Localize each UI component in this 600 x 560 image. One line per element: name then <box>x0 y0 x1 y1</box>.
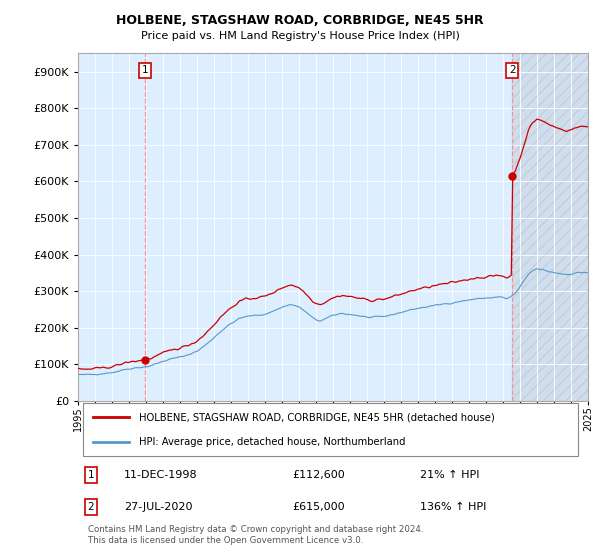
Text: 27-JUL-2020: 27-JUL-2020 <box>124 502 193 512</box>
Text: 11-DEC-1998: 11-DEC-1998 <box>124 470 197 479</box>
Text: £112,600: £112,600 <box>292 470 345 479</box>
Text: HOLBENE, STAGSHAW ROAD, CORBRIDGE, NE45 5HR (detached house): HOLBENE, STAGSHAW ROAD, CORBRIDGE, NE45 … <box>139 412 495 422</box>
Text: HOLBENE, STAGSHAW ROAD, CORBRIDGE, NE45 5HR: HOLBENE, STAGSHAW ROAD, CORBRIDGE, NE45 … <box>116 14 484 27</box>
Text: 136% ↑ HPI: 136% ↑ HPI <box>420 502 486 512</box>
Text: 2: 2 <box>88 502 94 512</box>
Text: HPI: Average price, detached house, Northumberland: HPI: Average price, detached house, Nort… <box>139 437 406 447</box>
Text: 21% ↑ HPI: 21% ↑ HPI <box>420 470 479 479</box>
Text: Price paid vs. HM Land Registry's House Price Index (HPI): Price paid vs. HM Land Registry's House … <box>140 31 460 41</box>
Bar <box>512 53 588 401</box>
Text: 2: 2 <box>509 66 515 76</box>
Text: 1: 1 <box>88 470 94 479</box>
FancyBboxPatch shape <box>83 403 578 456</box>
Text: £615,000: £615,000 <box>292 502 345 512</box>
Text: Contains HM Land Registry data © Crown copyright and database right 2024.
This d: Contains HM Land Registry data © Crown c… <box>88 525 424 545</box>
Text: 1: 1 <box>142 66 149 76</box>
